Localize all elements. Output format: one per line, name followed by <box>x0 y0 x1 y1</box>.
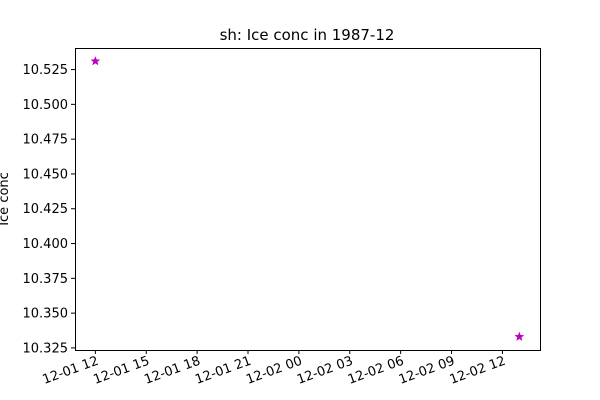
x-tick-label: 12-02 12 <box>448 354 508 388</box>
x-tick-label: 12-02 00 <box>244 354 304 388</box>
y-tick-label: 10.400 <box>23 237 69 252</box>
x-tick-label: 12-01 12 <box>41 354 101 388</box>
y-axis-ticks: 10.325 10.350 10.375 10.400 10.425 10.450 10.4… <box>23 63 75 356</box>
chart-title: sh: Ice conc in 1987-12 <box>220 26 395 44</box>
data-point-star <box>514 331 525 341</box>
data-points <box>90 56 525 341</box>
y-tick-label: 10.500 <box>23 98 69 113</box>
x-tick-label: 12-02 06 <box>346 354 406 388</box>
y-tick-label: 10.450 <box>23 167 69 182</box>
x-tick-label: 12-01 18 <box>142 354 202 388</box>
y-tick-label: 10.425 <box>23 202 69 217</box>
x-tick-label: 12-01 21 <box>193 354 253 388</box>
x-tick-label: 12-01 15 <box>92 354 152 388</box>
plot-area-frame <box>75 48 541 351</box>
y-axis-label: Ice conc <box>0 172 12 226</box>
y-tick-label: 10.350 <box>23 307 69 322</box>
x-tick-label: 12-02 03 <box>295 354 355 388</box>
x-tick-label: 12-02 09 <box>397 354 457 388</box>
y-tick-label: 10.375 <box>23 272 69 287</box>
y-tick-label: 10.475 <box>23 133 69 148</box>
y-tick-label: 10.525 <box>23 63 69 78</box>
data-point-star <box>90 56 101 66</box>
y-tick-label: 10.325 <box>23 341 69 356</box>
